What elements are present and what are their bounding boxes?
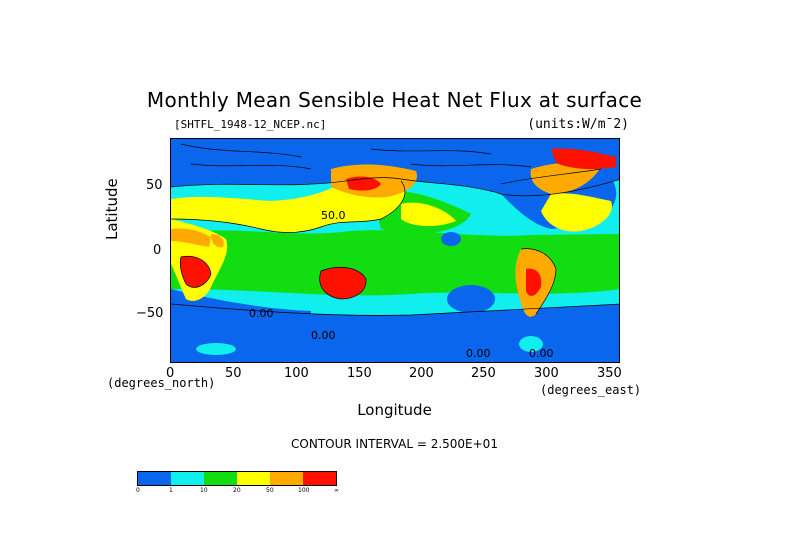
x-tick-200: 200 — [409, 366, 434, 381]
colorbar-label: 1 — [169, 487, 173, 494]
colorbar-label: 100 — [298, 487, 310, 494]
x-tick-0: 0 — [166, 366, 175, 381]
y-tick-50: 50 — [146, 178, 163, 193]
contour-label-0d: 0.00 — [529, 347, 554, 360]
plot-title: Monthly Mean Sensible Heat Net Flux at s… — [146, 88, 643, 112]
contour-interval: CONTOUR INTERVAL = 2.500E+01 — [291, 437, 498, 451]
x-tick-150: 150 — [347, 366, 372, 381]
colorbar-swatch — [303, 472, 336, 485]
y-tick-minus50: −50 — [136, 306, 164, 321]
flux-map: 50.0 0.00 0.00 0.00 0.00 — [170, 138, 620, 363]
contour-label-0c: 0.00 — [466, 347, 491, 360]
y-axis-label: Latitude — [103, 178, 121, 240]
x-axis-label: Longitude — [357, 401, 432, 419]
file-label: [SHTFL_1948-12_NCEP.nc] — [174, 118, 327, 131]
colorbar — [137, 471, 337, 486]
y-axis-unit: (degrees_north) — [107, 376, 216, 390]
colorbar-label: ∞ — [334, 487, 339, 494]
x-axis-unit: (degrees_east) — [540, 383, 642, 397]
colorbar-label: 20 — [233, 487, 241, 494]
colorbar-swatch — [270, 472, 303, 485]
colorbar-swatch — [237, 472, 270, 485]
colorbar-swatch — [138, 472, 171, 485]
x-tick-350: 350 — [597, 366, 622, 381]
x-tick-250: 250 — [471, 366, 496, 381]
colorbar-label: 0 — [136, 487, 140, 494]
colorbar-swatch — [204, 472, 237, 485]
colorbar-swatch — [171, 472, 204, 485]
contour-label-0a: 0.00 — [249, 307, 274, 320]
colorbar-label: 50 — [266, 487, 274, 494]
contour-label-0b: 0.00 — [311, 329, 336, 342]
colorbar-label: 10 — [200, 487, 208, 494]
contour-label-50: 50.0 — [321, 209, 346, 222]
x-tick-50: 50 — [225, 366, 242, 381]
units-label: (units:W/m¯2) — [527, 117, 629, 132]
x-tick-100: 100 — [284, 366, 309, 381]
x-tick-300: 300 — [534, 366, 559, 381]
y-tick-0: 0 — [153, 243, 162, 258]
